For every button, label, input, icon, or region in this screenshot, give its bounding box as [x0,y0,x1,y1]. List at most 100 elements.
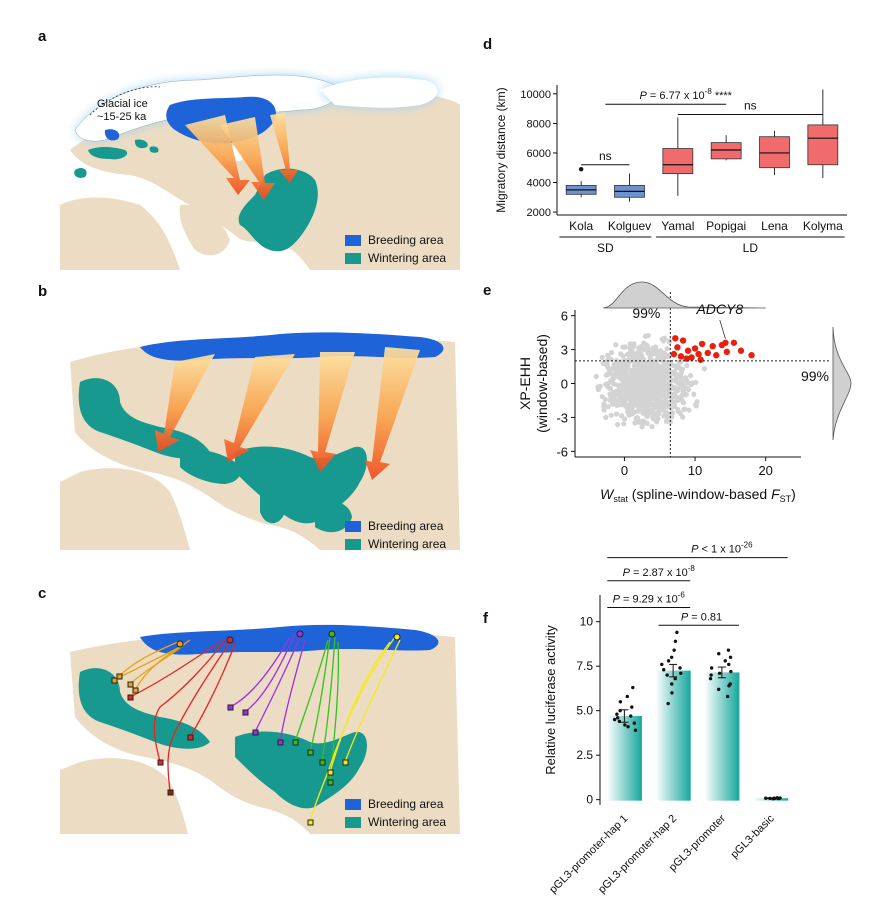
data-point [625,694,629,699]
grey-point [625,389,631,395]
data-point [666,701,670,706]
data-point [723,659,727,663]
grey-point [645,350,651,356]
grey-point [677,410,683,416]
y-tick-label: 3 [561,343,568,358]
grey-point [660,358,666,364]
highlight-point [677,353,685,360]
data-point [727,684,731,688]
wintering-area-b-se [315,500,352,533]
legend-c: Breeding area Wintering area [345,797,446,833]
sig-label-main: P = 6.77 x 10-8 **** [640,87,733,102]
bar-2 [704,672,740,801]
glacial-ice-east [320,77,438,108]
grey-point [617,383,624,389]
grey-point [641,399,647,405]
grey-point [628,369,634,375]
grey-point [643,342,649,348]
wintering-area-b-west [78,378,211,459]
grey-point [687,373,694,379]
highlight-point [704,349,711,357]
data-point [772,796,776,800]
data-point [717,687,721,692]
grey-point [664,360,670,366]
data-point [729,669,733,674]
grey-point [631,341,637,347]
panel-e-letter: e [483,282,492,299]
highlight-point [713,352,720,359]
grey-point [608,412,614,418]
grey-point [671,385,677,391]
panel-c-letter: c [38,585,47,602]
data-point [626,724,630,729]
grey-point [665,366,671,372]
data-point [612,717,617,722]
wintering-area-b-mid [180,450,241,484]
grey-point [649,423,655,430]
grey-point [663,418,669,424]
data-point [669,655,674,659]
comparison-label: P = 0.81 [681,611,722,623]
legend-a-wintering: Wintering area [345,251,446,265]
grey-point [675,388,681,394]
wintering-area-a-patch [134,139,148,149]
group-label-ld: LD [743,241,759,255]
y-tick-label: 6000 [527,148,551,160]
migration-arrow-b2 [224,354,295,462]
grey-point [674,398,680,404]
data-point [630,705,634,709]
y-tick-label: 10000 [520,89,551,101]
grey-point [635,417,641,423]
glacial-ice-outline [89,86,161,116]
wintering-swatch [345,252,361,264]
grey-point [691,391,697,397]
grey-point [669,370,675,376]
data-point [717,652,721,656]
data-point [727,662,731,667]
grey-point [657,395,663,402]
grey-point [597,383,604,389]
grey-point [618,371,624,377]
land-eurasia-b [70,335,460,550]
grey-point [672,403,678,410]
legend-b-wintering-label: Wintering area [368,537,447,551]
data-point [631,685,635,690]
grey-point [620,387,626,393]
y-tick-label: -3 [556,410,568,425]
wintering-area-a-west [88,146,128,160]
threshold-label-x: 99% [632,305,660,321]
y-axis-title: Migratory distance (km) [494,87,508,212]
grey-point [627,401,633,407]
breeding-area-a-west [104,129,120,141]
data-point [673,676,677,681]
grey-point [666,338,672,344]
highlight-point [691,345,699,352]
y-tick-label: 8000 [527,118,551,130]
y-tick-label: 4000 [527,178,551,190]
grey-point [656,348,663,354]
y-axis-title: Relative luciferase activity [543,625,558,775]
comparison-label: P = 2.87 x 10-8 [623,564,696,579]
grey-point [652,347,659,353]
data-point [670,691,674,695]
grey-point [634,390,640,396]
box-kolyma [807,124,839,166]
grey-point [653,357,660,363]
highlight-point [684,347,692,354]
grey-point [639,375,646,381]
category-label: Lena [761,219,788,233]
grey-point [609,350,615,356]
category-label: Yamal [661,219,694,233]
grey-point [612,381,618,387]
grey-point [686,407,692,413]
data-point [717,671,722,676]
legend-c-wintering-label: Wintering area [368,815,447,829]
grey-point [618,376,624,382]
breeding-swatch [345,520,361,532]
bar-1 [655,670,691,801]
grey-point [613,342,619,348]
x-tick-label: 10 [688,463,702,478]
tracks-yellow [309,636,401,823]
grey-point [661,350,667,356]
glacial-ice-label-1: Glacial ice [97,98,148,110]
